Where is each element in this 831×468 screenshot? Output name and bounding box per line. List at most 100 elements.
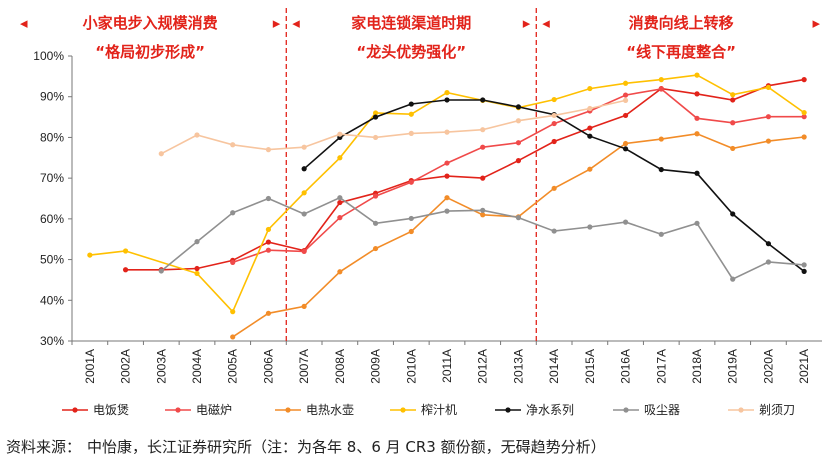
data-point [551, 120, 557, 127]
data-point [372, 134, 379, 141]
data-point [372, 114, 379, 120]
legend-label: 净水系列 [526, 403, 574, 417]
data-point [765, 138, 772, 144]
data-point [230, 210, 236, 216]
data-point [622, 97, 629, 103]
x-tick-label: 2004A [190, 349, 204, 384]
series-line [232, 88, 805, 264]
data-point [551, 138, 557, 145]
data-point [301, 248, 307, 255]
data-point [301, 144, 307, 150]
data-point [515, 118, 522, 124]
y-tick-label: 40% [40, 293, 64, 307]
data-point [730, 120, 736, 126]
data-point [337, 155, 343, 161]
era-subtitle: “格局初步形成” [95, 43, 205, 61]
data-point [372, 220, 379, 226]
data-point [515, 215, 522, 221]
data-point [694, 170, 700, 176]
x-tick-label: 2005A [226, 349, 240, 384]
data-point [301, 211, 307, 217]
data-point [372, 245, 379, 252]
series-line [232, 132, 805, 338]
era-arrow-left: ◂ [20, 14, 28, 32]
data-point [730, 97, 736, 103]
data-point [265, 247, 272, 253]
data-point [301, 190, 307, 196]
x-tick-label: 2020A [761, 349, 775, 384]
x-tick-label: 2018A [690, 349, 704, 384]
era-subtitle: “龙头优势强化” [356, 43, 466, 61]
data-point [265, 147, 272, 153]
data-point [408, 130, 414, 136]
data-point [551, 112, 557, 119]
data-point [337, 199, 343, 206]
era-arrow-left: ◂ [292, 14, 300, 32]
data-point [194, 132, 200, 138]
series-line [125, 78, 805, 271]
x-tick-label: 2019A [726, 349, 740, 384]
data-point [801, 268, 807, 274]
data-point [658, 136, 664, 142]
data-point [730, 211, 736, 217]
x-tick-label: 2013A [511, 349, 525, 384]
data-point [694, 131, 700, 137]
legend-swatch-marker [400, 407, 406, 413]
data-point [622, 146, 629, 152]
legend-swatch-marker [72, 407, 78, 413]
data-point [337, 215, 343, 221]
data-point [801, 77, 807, 83]
era-arrow-left: ◂ [542, 14, 550, 32]
era-arrow-right: ▸ [273, 14, 281, 32]
x-tick-label: 2016A [619, 349, 633, 384]
data-point [480, 212, 486, 218]
y-tick-label: 80% [40, 130, 64, 144]
data-point [408, 228, 414, 235]
data-point [408, 179, 414, 185]
market-share-line-chart: 30% 40% 50% 60% 70% 80% 90% 100% 2001A 2002A 2003A… [20, 8, 822, 417]
x-tick-label: 2010A [404, 349, 418, 384]
data-point [480, 144, 486, 150]
data-point [444, 90, 450, 96]
data-point [658, 77, 664, 83]
data-point [444, 208, 450, 214]
legend-label: 榨汁机 [421, 402, 457, 417]
data-point [87, 252, 93, 258]
data-point [158, 268, 164, 274]
data-point [551, 96, 557, 103]
legend-label: 吸尘器 [644, 403, 680, 417]
data-point [230, 259, 236, 266]
era-title: 家电连锁渠道时期 [351, 14, 471, 32]
data-point [765, 84, 772, 90]
data-point [587, 105, 593, 112]
data-point [622, 92, 629, 98]
data-point [765, 114, 772, 120]
data-point [801, 134, 807, 140]
x-tick-label: 2021A [797, 349, 811, 384]
era-arrow-right: ▸ [812, 14, 820, 32]
y-tick-label: 100% [33, 49, 64, 63]
data-point [587, 166, 593, 172]
x-tick-label: 2001A [83, 349, 97, 384]
data-point [265, 195, 272, 202]
data-point [622, 112, 629, 119]
data-point [515, 140, 522, 146]
data-point [658, 231, 664, 237]
data-point [765, 259, 772, 265]
data-point [622, 140, 629, 147]
legend-swatch-marker [738, 407, 744, 413]
data-point [515, 104, 522, 110]
x-tick-label: 2007A [297, 349, 311, 384]
data-point [230, 309, 236, 315]
data-point [265, 226, 272, 233]
data-point [408, 101, 414, 107]
data-point [622, 80, 629, 86]
data-point [158, 151, 164, 157]
data-point [265, 310, 272, 316]
data-point [730, 92, 736, 98]
era-title: 小家电步入规模消费 [83, 14, 218, 32]
x-tick-label: 2006A [261, 349, 275, 384]
data-point [694, 72, 700, 78]
legend-swatch-marker [623, 407, 629, 413]
data-point [372, 193, 379, 199]
